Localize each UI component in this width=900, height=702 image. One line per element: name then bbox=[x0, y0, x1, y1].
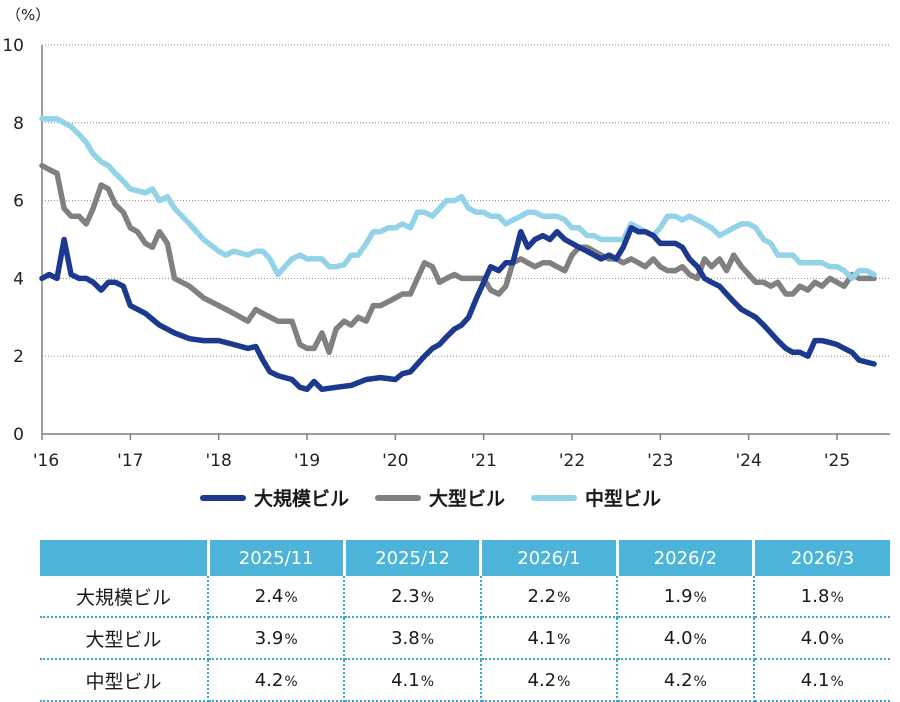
series-lines bbox=[39, 116, 877, 393]
table-row: 大型ビル 3.9% 3.8% 4.1% 4.0% 4.0% bbox=[40, 617, 890, 660]
table-cell: 1.9% bbox=[617, 576, 755, 618]
x-tick-label: '24 bbox=[736, 451, 762, 471]
legend-label-medium: 中型ビル bbox=[585, 488, 662, 510]
legend-item-medium: 中型ビル bbox=[531, 484, 661, 511]
table-cell: 3.9% bbox=[208, 617, 346, 660]
table-header-cell: 2025/11 bbox=[208, 540, 346, 576]
table-cell: 4.0% bbox=[753, 617, 890, 660]
x-tick-label: '17 bbox=[117, 451, 143, 471]
row-label: 大型ビル bbox=[40, 617, 209, 660]
x-tick-label: '23 bbox=[647, 451, 673, 471]
table-cell: 2.4% bbox=[208, 576, 346, 618]
series-line-large bbox=[39, 162, 877, 356]
table-header-cell: 2025/12 bbox=[344, 540, 483, 576]
legend-item-large: 大型ビル bbox=[375, 484, 505, 511]
unit-label: （%） bbox=[6, 6, 50, 24]
y-tick-label: 0 bbox=[13, 425, 24, 445]
x-tick-label: '16 bbox=[33, 451, 59, 471]
x-tick-label: '22 bbox=[559, 451, 585, 471]
chart-legend: 大規模ビル 大型ビル 中型ビル bbox=[200, 484, 661, 511]
table-cell: 4.1% bbox=[480, 617, 619, 660]
legend-swatch-medium bbox=[531, 494, 578, 501]
table-cell: 3.8% bbox=[344, 617, 482, 660]
x-tick-label: '20 bbox=[382, 451, 408, 471]
series-line-medium bbox=[39, 116, 877, 282]
table-header-cell: 2026/3 bbox=[753, 540, 890, 576]
y-tick-label: 2 bbox=[13, 347, 24, 367]
row-label: 大規模ビル bbox=[40, 576, 209, 618]
legend-item-large-scale: 大規模ビル bbox=[200, 484, 349, 511]
table-header-row: 2025/11 2025/12 2026/1 2026/2 2026/3 bbox=[40, 540, 890, 576]
table-cell: 2.3% bbox=[344, 576, 482, 618]
y-tick-label: 6 bbox=[13, 192, 24, 212]
x-tick-label: '25 bbox=[824, 451, 850, 471]
table-cell: 1.8% bbox=[753, 576, 890, 618]
axes: 0 2 4 6 8 10 '16 '17 '18 '19 '20 '21 '22 '23 '24 '25 bbox=[2, 36, 890, 471]
y-tick-label: 8 bbox=[13, 114, 24, 134]
table-row: 大規模ビル 2.4% 2.3% 2.2% 1.9% 1.8% bbox=[40, 576, 890, 618]
y-tick-label: 10 bbox=[2, 36, 24, 56]
table-header-cell: 2026/2 bbox=[617, 540, 756, 576]
legend-label-large-scale: 大規模ビル bbox=[254, 488, 350, 510]
table-cell: 2.2% bbox=[480, 576, 619, 618]
x-tick-label: '18 bbox=[206, 451, 232, 471]
vacancy-rate-table: 2025/11 2025/12 2026/1 2026/2 2026/3 大規模… bbox=[40, 540, 890, 702]
legend-swatch-large bbox=[375, 494, 422, 501]
x-tick-label: '19 bbox=[294, 451, 320, 471]
legend-label-large: 大型ビル bbox=[429, 488, 506, 510]
y-tick-label: 4 bbox=[13, 269, 24, 289]
legend-swatch-large-scale bbox=[200, 494, 246, 501]
vacancy-rate-line-chart: （%） 0 2 4 6 8 10 '16 '17 '18 '19 '20 '21 '22 '23 '24 '2… bbox=[2, 6, 890, 471]
x-tick-label: '21 bbox=[471, 451, 497, 471]
table-header-cell: 2026/1 bbox=[480, 540, 619, 576]
table-header-blank bbox=[40, 540, 210, 576]
series-line-large-scale bbox=[39, 225, 877, 393]
table-cell: 4.0% bbox=[617, 617, 755, 660]
